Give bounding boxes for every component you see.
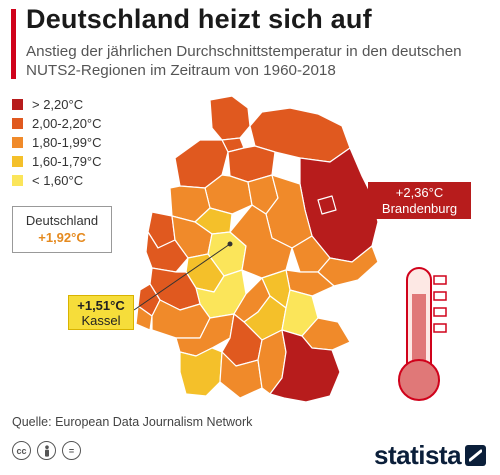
- attribution-icon[interactable]: [37, 441, 56, 460]
- statista-logo[interactable]: statista: [374, 440, 487, 471]
- legend-swatch-3: [12, 137, 23, 148]
- thermometer-mercury: [412, 294, 426, 380]
- kassel-callout: +1,51°C Kassel: [68, 295, 134, 330]
- thermometer-tick-2: [433, 291, 447, 301]
- kassel-callout-value: +1,51°C: [77, 298, 125, 313]
- thermometer-bulb: [398, 359, 440, 401]
- germany-callout-label: Deutschland: [25, 213, 99, 228]
- chart-subtitle: Anstieg der jährlichen Durchschnittstemp…: [26, 43, 462, 79]
- region-koeln: [145, 231, 189, 273]
- thermometer-tick-4: [433, 323, 447, 333]
- legend-swatch-2: [12, 118, 23, 129]
- legend: > 2,20°C 2,00-2,20°C 1,80-1,99°C 1,60-1,…: [12, 95, 102, 190]
- region-berlin: [317, 195, 337, 215]
- legend-item-3: 1,80-1,99°C: [12, 133, 102, 152]
- legend-item-1: > 2,20°C: [12, 95, 102, 114]
- brandenburg-callout-value: +2,36°C: [395, 185, 444, 200]
- statista-wordmark: statista: [374, 440, 462, 470]
- legend-label-5: < 1,60°C: [32, 173, 84, 188]
- legend-label-2: 2,00-2,20°C: [32, 116, 102, 131]
- kassel-pointer-dot: [227, 241, 233, 247]
- germany-map: [133, 95, 447, 403]
- region-schleswig-holstein: [209, 95, 251, 141]
- region-thueringen: [229, 204, 293, 279]
- source-note: Quelle: European Data Journalism Network: [12, 415, 253, 429]
- thermometer-illustration: [398, 267, 447, 401]
- title-accent-bar: [11, 9, 16, 79]
- legend-swatch-4: [12, 156, 23, 167]
- kassel-callout-label: Kassel: [81, 313, 121, 328]
- region-oberbayern: [269, 329, 341, 403]
- legend-item-2: 2,00-2,20°C: [12, 114, 102, 133]
- region-freiburg: [179, 347, 223, 397]
- legend-swatch-1: [12, 99, 23, 110]
- chart-title: Deutschland heizt sich auf: [26, 4, 372, 34]
- region-saarland: [135, 305, 153, 331]
- thermometer-tick-3: [433, 307, 447, 317]
- legend-item-5: < 1,60°C: [12, 171, 102, 190]
- legend-label-1: > 2,20°C: [32, 97, 84, 112]
- brandenburg-callout-label: Brandenburg: [381, 201, 458, 216]
- germany-callout-value: +1,92°C: [38, 230, 86, 245]
- person-icon: [44, 444, 49, 457]
- legend-item-4: 1,60-1,79°C: [12, 152, 102, 171]
- no-derivatives-icon[interactable]: =: [62, 441, 81, 460]
- legend-label-4: 1,60-1,79°C: [32, 154, 102, 169]
- legend-label-3: 1,80-1,99°C: [32, 135, 102, 150]
- kassel-pointer-line: [133, 243, 231, 311]
- thermometer-tick-1: [433, 275, 447, 285]
- statista-logo-icon: [465, 445, 487, 466]
- legend-swatch-5: [12, 175, 23, 186]
- license-icons: cc =: [12, 441, 81, 460]
- brandenburg-callout: +2,36°C Brandenburg: [368, 182, 471, 219]
- creative-commons-icon[interactable]: cc: [12, 441, 31, 460]
- germany-average-callout: Deutschland +1,92°C: [12, 206, 112, 253]
